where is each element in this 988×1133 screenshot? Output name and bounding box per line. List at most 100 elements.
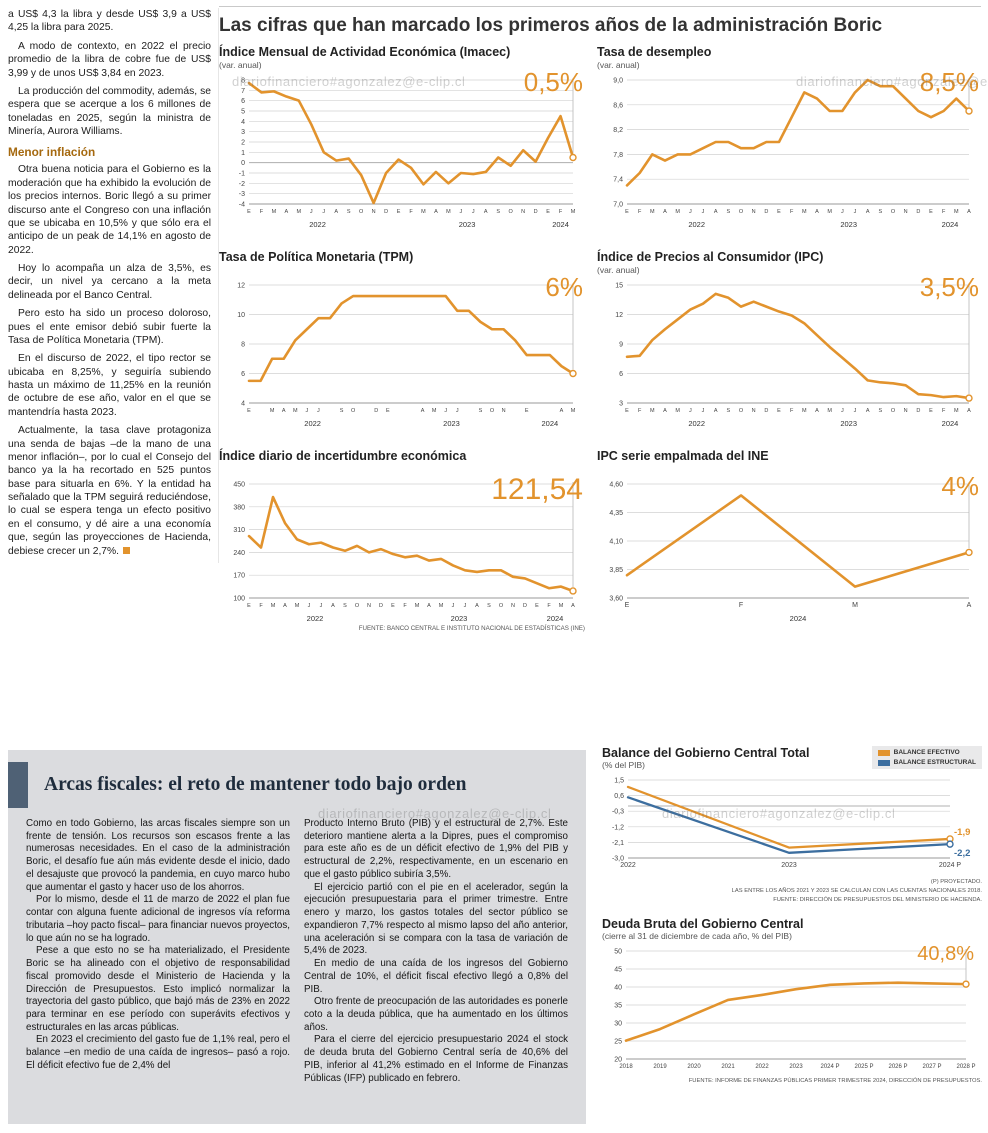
svg-text:2024: 2024: [942, 220, 959, 229]
svg-text:M: M: [415, 603, 420, 609]
svg-text:2023: 2023: [443, 419, 460, 428]
svg-text:100: 100: [233, 596, 245, 603]
paragraph: Otro frente de preocupación de las autor…: [304, 996, 568, 1033]
left-article-column: a US$ 4,3 la libra y desde US$ 3,9 a US$…: [8, 8, 219, 563]
svg-text:E: E: [247, 209, 251, 215]
svg-text:E: E: [247, 408, 251, 414]
svg-text:3: 3: [241, 129, 245, 136]
svg-text:M: M: [802, 209, 807, 215]
svg-text:E: E: [929, 408, 933, 414]
chart-big-value: 8,5%: [919, 67, 979, 97]
svg-text:2022: 2022: [620, 862, 636, 869]
svg-text:-3: -3: [239, 191, 245, 198]
svg-text:F: F: [638, 209, 642, 215]
svg-text:A: A: [331, 603, 335, 609]
chart-title: Índice Mensual de Actividad Económica (I…: [219, 45, 511, 59]
svg-text:2027 P: 2027 P: [922, 1064, 941, 1070]
svg-text:A: A: [421, 408, 425, 414]
svg-text:15: 15: [615, 283, 623, 290]
arcas-fiscales-box: Arcas fiscales: el reto de mantener todo…: [8, 750, 586, 1124]
chart-subtitle: [597, 464, 981, 475]
svg-text:A: A: [967, 602, 972, 609]
svg-text:F: F: [547, 603, 551, 609]
svg-text:N: N: [511, 603, 515, 609]
svg-text:O: O: [509, 209, 514, 215]
svg-text:30: 30: [614, 1020, 622, 1027]
chart-desempleo: Tasa de desempleo (var. anual) 8,5% 9,0 8…: [597, 45, 981, 230]
source-note: FUENTE: INFORME DE FINANZAS PÚBLICAS PRI…: [688, 1077, 982, 1084]
deuda-line-plot: 50 45 40 35 30 25 20 2018 2019 2020 2021 2022 2023 20…: [602, 943, 982, 1075]
svg-text:J: J: [854, 209, 857, 215]
svg-text:2022: 2022: [309, 220, 326, 229]
svg-text:F: F: [942, 408, 946, 414]
svg-text:2023: 2023: [840, 220, 857, 229]
svg-text:E: E: [247, 603, 251, 609]
legend-swatch-orange: [877, 749, 890, 756]
svg-text:2: 2: [241, 140, 245, 147]
chart-title: IPC serie empalmada del INE: [597, 449, 769, 463]
svg-text:2020: 2020: [687, 1064, 701, 1070]
svg-text:7,4: 7,4: [613, 177, 623, 184]
legend-item-estructural: BALANCE ESTRUCTURAL: [877, 759, 976, 766]
svg-text:2021: 2021: [721, 1064, 735, 1070]
ipc-empalmada-line-plot: 4,60 4,35 4,10 3,85 3,60 E F M A 2024: [597, 476, 981, 624]
svg-text:2023: 2023: [781, 862, 797, 869]
svg-text:2025 P: 2025 P: [854, 1064, 873, 1070]
paragraph: Hoy lo acompaña un alza de 3,5%, es deci…: [8, 263, 211, 301]
svg-text:M: M: [827, 209, 832, 215]
svg-text:-1,9: -1,9: [954, 827, 970, 838]
svg-text:7,8: 7,8: [613, 152, 623, 159]
svg-text:2024: 2024: [790, 614, 807, 623]
svg-text:3,85: 3,85: [609, 567, 623, 574]
svg-text:M: M: [421, 209, 426, 215]
svg-text:E: E: [625, 602, 630, 609]
svg-text:J: J: [459, 209, 462, 215]
svg-text:E: E: [525, 408, 529, 414]
svg-text:310: 310: [233, 527, 245, 534]
svg-text:4: 4: [241, 401, 245, 408]
svg-text:M: M: [827, 408, 832, 414]
svg-text:0: 0: [241, 160, 245, 167]
svg-text:4: 4: [241, 119, 245, 126]
svg-text:A: A: [815, 408, 819, 414]
chart-big-value: 4%: [941, 471, 979, 501]
chart-deuda: Deuda Bruta del Gobierno Central (cierre…: [602, 917, 982, 1086]
svg-text:N: N: [367, 603, 371, 609]
svg-text:2023: 2023: [459, 220, 476, 229]
svg-text:J: J: [317, 408, 320, 414]
svg-text:2026 P: 2026 P: [888, 1064, 907, 1070]
svg-text:2023: 2023: [451, 614, 468, 623]
svg-text:D: D: [764, 209, 768, 215]
chart-big-value: 0,5%: [523, 67, 583, 97]
svg-text:A: A: [967, 408, 971, 414]
svg-text:A: A: [484, 209, 488, 215]
svg-text:A: A: [815, 209, 819, 215]
svg-text:A: A: [282, 408, 286, 414]
svg-text:J: J: [322, 209, 325, 215]
svg-text:E: E: [535, 603, 539, 609]
article-subhead: Menor inflación: [8, 145, 96, 160]
svg-text:J: J: [841, 408, 844, 414]
svg-text:M: M: [293, 408, 298, 414]
svg-text:E: E: [397, 209, 401, 215]
svg-text:A: A: [663, 209, 667, 215]
svg-text:A: A: [475, 603, 479, 609]
legend-swatch-blue: [877, 759, 890, 766]
paragraph: El ejercicio partió con el pie en el ace…: [304, 881, 568, 957]
svg-text:N: N: [752, 209, 756, 215]
svg-text:2022: 2022: [688, 419, 705, 428]
svg-text:3,60: 3,60: [609, 596, 623, 603]
svg-text:F: F: [790, 209, 794, 215]
svg-text:M: M: [432, 408, 437, 414]
legend-item-efectivo: BALANCE EFECTIVO: [877, 749, 976, 756]
svg-text:A: A: [427, 603, 431, 609]
svg-text:4,35: 4,35: [609, 510, 623, 517]
svg-text:J: J: [308, 603, 311, 609]
svg-text:A: A: [967, 209, 971, 215]
svg-text:J: J: [452, 603, 455, 609]
paragraph: Pese a que esto no se ha materializado, …: [26, 945, 290, 1033]
svg-text:M: M: [295, 603, 300, 609]
svg-text:N: N: [521, 209, 525, 215]
svg-text:S: S: [343, 603, 347, 609]
